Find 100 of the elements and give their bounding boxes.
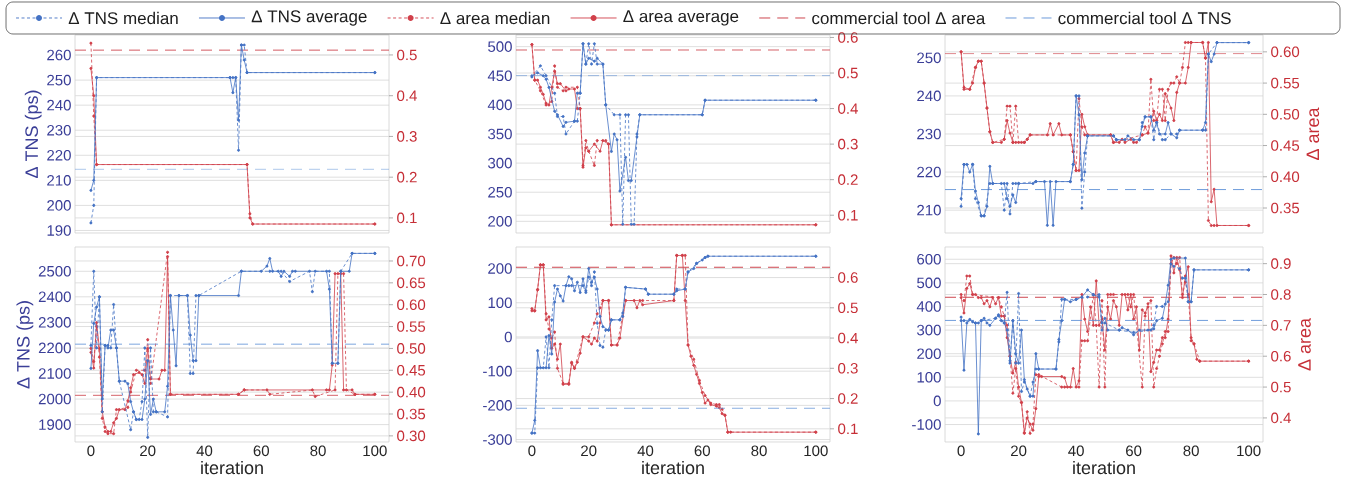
x-tick-label: 40 [196,445,213,457]
y-tick-label: 450 [487,70,512,82]
y-tick-label: 2400 [38,291,71,303]
legend-label: Δ TNS average [251,10,367,26]
x-tick-label: 60 [694,445,710,457]
y-tick-label: 200 [488,263,512,274]
x-tick-label: 40 [637,445,654,457]
y-tick-label: 1900 [39,419,71,430]
y-tick-label: -100 [483,365,512,377]
y-tick-label: 2100 [38,368,71,379]
y2-tick-label: 0.1 [838,209,858,221]
y2-axis-title: Δ area [1306,107,1320,160]
y-tick-label: 100 [917,371,941,383]
y-tick-label: 350 [488,128,512,140]
y2-tick-label: 0.1 [397,212,417,224]
y2-tick-label: 0.35 [1271,202,1300,214]
y2-tick-label: 0.6 [838,32,858,43]
y2-tick-label: 0.2 [838,393,858,404]
y-tick-label: 2200 [38,342,71,354]
y2-tick-label: 0.9 [1271,258,1291,269]
x-tick-label: 20 [1011,445,1027,457]
y-tick-label: 600 [917,253,941,265]
y2-tick-label: 0.50 [397,343,426,354]
y2-tick-label: 0.60 [1271,46,1300,58]
y-tick-label: 250 [917,52,941,64]
x-tick-label: 0 [957,445,965,457]
y-tick-label: 220 [47,149,71,161]
y-tick-label: 200 [47,200,71,211]
y2-tick-label: 0.4 [397,90,417,101]
y-tick-label: 300 [917,324,941,336]
y2-tick-label: 0.45 [1271,140,1300,151]
y-tick-label: 2500 [38,265,71,277]
y-axis-title: Δ TNS (ps) [24,90,42,178]
y-tick-label: 2300 [38,317,71,328]
y2-tick-label: 0.6 [1271,350,1291,362]
y-tick-label: 2000 [38,393,71,405]
y-tick-label: 250 [488,186,512,198]
y2-tick-label: 0.2 [838,174,858,185]
y2-tick-label: 0.35 [397,408,426,420]
x-tick-label: 80 [751,445,767,457]
y2-tick-label: 0.2 [397,171,417,183]
y2-tick-label: 0.60 [397,299,426,310]
legend-label: commercial tool Δ area [812,11,986,25]
y2-tick-label: 0.65 [397,277,426,289]
y-tick-label: 240 [47,99,71,111]
y2-tick-label: 0.5 [838,67,858,79]
y2-tick-label: 0.40 [397,386,426,398]
x-tick-label: 60 [1126,445,1142,457]
x-tick-label: 80 [310,445,326,457]
y2-tick-label: 0.3 [838,138,858,150]
x-tick-label: 60 [253,445,269,457]
y2-axis-title: Δ area [1298,317,1311,371]
y-tick-label: -300 [483,434,512,445]
x-axis-title: iteration [642,461,704,475]
y2-tick-label: 0.50 [1271,109,1300,120]
y-tick-label: 240 [917,90,941,102]
y-tick-label: 230 [917,128,941,140]
x-tick-label: 20 [581,445,597,457]
y-tick-label: 500 [488,41,512,52]
y-tick-label: 200 [917,348,941,359]
y-tick-label: 500 [917,277,941,289]
y-tick-label: 250 [47,74,71,86]
x-tick-label: 0 [87,445,95,457]
y2-tick-label: 0.8 [1271,289,1291,300]
legend-label: commercial tool Δ TNS [1058,11,1231,25]
y2-tick-label: 0.55 [397,321,426,332]
y-tick-label: 400 [487,99,512,111]
y2-tick-label: 0.55 [1271,77,1300,89]
x-tick-label: 100 [1237,445,1261,457]
y2-tick-label: 0.3 [397,131,417,142]
x-tick-label: 20 [140,445,156,457]
y2-tick-label: 0.3 [838,363,858,374]
y-tick-label: -100 [912,419,941,430]
y2-tick-label: 0.70 [397,255,426,267]
y-axis-title: Δ TNS (ps) [16,301,34,389]
y2-tick-label: 0.4 [1271,412,1291,424]
y-tick-label: 190 [47,225,71,236]
y2-tick-label: 0.5 [838,302,858,314]
y-tick-label: 0 [504,331,512,343]
y2-tick-label: 0.4 [838,103,858,114]
y-tick-label: 230 [47,124,71,136]
y-tick-label: 210 [47,175,71,186]
y-tick-label: 210 [917,204,941,216]
y-tick-label: 200 [488,216,512,227]
y-tick-label: 300 [488,157,512,169]
y2-tick-label: 0.40 [1271,171,1300,183]
x-axis-title: iteration [1073,461,1135,475]
y-tick-label: 400 [916,301,941,312]
legend-label: Δ area median [440,11,550,25]
y-tick-label: -200 [483,400,512,411]
x-tick-label: 0 [528,445,536,457]
x-axis-title: iteration [201,461,263,475]
y-tick-label: 220 [917,166,941,178]
x-tick-label: 100 [363,445,387,457]
y2-tick-label: 0.6 [838,272,858,283]
legend-label: Δ TNS median [68,11,178,25]
y2-tick-label: 0.4 [838,332,858,344]
x-tick-label: 80 [1183,445,1199,457]
y-tick-label: 0 [933,395,941,407]
y2-tick-label: 0.30 [397,430,426,442]
